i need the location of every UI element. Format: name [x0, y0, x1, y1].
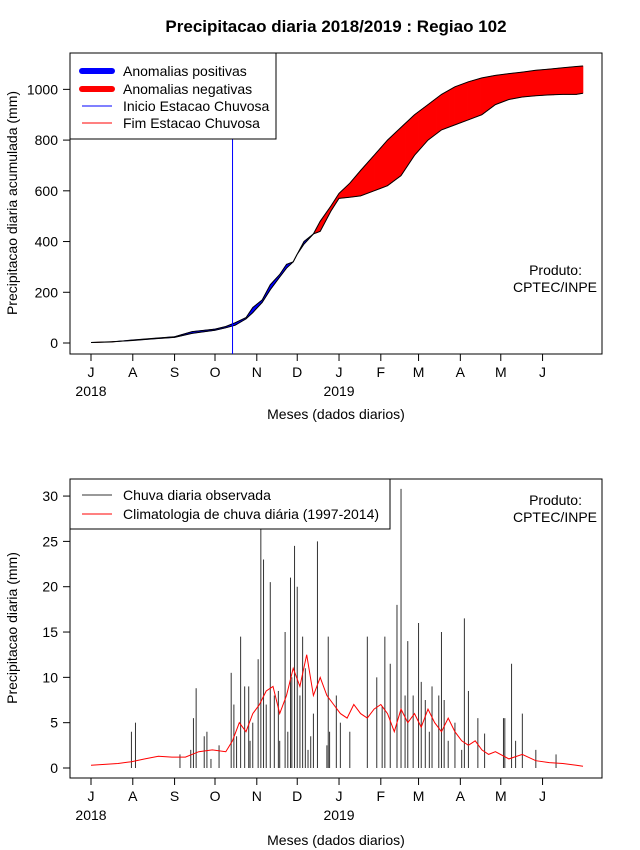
- chart-title: Precipitacao diaria 2018/2019 : Regiao 1…: [165, 17, 506, 36]
- daily-xtick-label: S: [170, 788, 179, 804]
- cumulative-ytick-label: 400: [35, 234, 59, 250]
- cumulative-legend-box: [69, 52, 277, 140]
- cumulative-xtick-label: S: [170, 364, 179, 380]
- daily-y-axis: 0 5 10 15 20 25 30: [42, 488, 70, 776]
- daily-ytick-label: 15: [42, 624, 58, 640]
- daily-x-label: Meses (dados diarios): [267, 832, 405, 848]
- legend-label-season-start: Inicio Estacao Chuvosa: [123, 98, 270, 114]
- observed-cumulative-line: [90, 92, 584, 343]
- legend-label-season-end: Fim Estacao Chuvosa: [123, 115, 260, 131]
- daily-xtick-label: M: [413, 788, 425, 804]
- legend-label-negative: Anomalias negativas: [123, 81, 252, 97]
- cumulative-y-label: Precipitacao diaria acumulada (mm): [4, 91, 20, 315]
- cumulative-legend: Anomalias positivas Anomalias negativas …: [69, 52, 277, 140]
- climatology-daily-line: [90, 654, 584, 767]
- cumulative-plot-frame: [69, 52, 603, 355]
- daily-x-axis: J A S O N D J F M A M J 2018 2019: [75, 778, 546, 823]
- daily-legend-box: [69, 478, 391, 530]
- legend-label-climatology: Climatologia de chuva diária (1997-2014): [123, 506, 379, 522]
- legend-label-observed: Chuva diaria observada: [123, 487, 271, 503]
- cumulative-x-axis: J A S O N D J F M A M J 2018 2019: [75, 354, 546, 399]
- daily-ytick-label: 30: [42, 488, 58, 504]
- daily-xtick-label: F: [377, 788, 386, 804]
- negative-anomaly-segment: [581, 65, 584, 94]
- cumulative-xtick-label: F: [377, 364, 386, 380]
- daily-xtick-label: M: [495, 788, 507, 804]
- cumulative-xtick-label: O: [210, 364, 221, 380]
- daily-year-label: 2019: [323, 807, 354, 823]
- daily-xtick-label: O: [210, 788, 221, 804]
- daily-xtick-label: A: [128, 788, 138, 804]
- daily-legend: Chuva diaria observada Climatologia de c…: [69, 478, 391, 530]
- produto-label-1: Produto:: [529, 262, 582, 278]
- cumulative-x-label: Meses (dados diarios): [267, 406, 405, 422]
- cumulative-xtick-label: J: [539, 364, 546, 380]
- climatology-cumulative-line: [90, 65, 584, 343]
- daily-xtick-label: J: [88, 788, 95, 804]
- cumulative-ytick-label: 1000: [27, 81, 58, 97]
- cumulative-xtick-label: A: [128, 364, 138, 380]
- cumulative-y-axis: 0 200 400 600 800 1000: [27, 81, 70, 351]
- cumulative-xtick-label: J: [88, 364, 95, 380]
- cumulative-xtick-label: D: [292, 364, 302, 380]
- cumulative-ytick-label: 600: [35, 183, 59, 199]
- daily-xtick-label: J: [336, 788, 343, 804]
- daily-year-label: 2018: [75, 807, 106, 823]
- cumulative-xtick-label: A: [456, 364, 466, 380]
- cumulative-xtick-label: J: [336, 364, 343, 380]
- anomaly-area-layer: [90, 53, 584, 354]
- cumulative-xtick-label: M: [495, 364, 507, 380]
- legend-label-positive: Anomalias positivas: [123, 63, 247, 79]
- daily-xtick-label: D: [292, 788, 302, 804]
- cumulative-ytick-label: 200: [35, 284, 59, 300]
- cumulative-xtick-label: N: [252, 364, 262, 380]
- cumulative-ytick-label: 800: [35, 132, 59, 148]
- daily-ytick-label: 0: [50, 760, 58, 776]
- daily-y-label: Precipitacao diaria (mm): [4, 552, 20, 704]
- cumulative-panel: 0 200 400 600 800 1000 J A S O N D J F M A M J 2018 2019 P…: [4, 52, 603, 422]
- produto-label-2: Produto:: [529, 492, 582, 508]
- daily-xtick-label: A: [456, 788, 466, 804]
- daily-ytick-label: 25: [42, 533, 58, 549]
- daily-ytick-label: 10: [42, 669, 58, 685]
- daily-bars-layer: [130, 488, 557, 768]
- cumulative-xtick-label: M: [413, 364, 425, 380]
- daily-xtick-label: N: [252, 788, 262, 804]
- daily-ytick-label: 20: [42, 579, 58, 595]
- cumulative-ytick-label: 0: [50, 335, 58, 351]
- cumulative-year-label: 2018: [75, 383, 106, 399]
- cumulative-year-label: 2019: [323, 383, 354, 399]
- daily-ytick-label: 5: [50, 715, 58, 731]
- daily-panel: 0 5 10 15 20 25 30 J A S O N D J F M A M J 2018 2019 Precip…: [4, 478, 603, 848]
- produto-source-1: CPTEC/INPE: [513, 279, 597, 295]
- daily-xtick-label: J: [539, 788, 546, 804]
- produto-source-2: CPTEC/INPE: [513, 509, 597, 525]
- climatology-layer: [90, 654, 584, 767]
